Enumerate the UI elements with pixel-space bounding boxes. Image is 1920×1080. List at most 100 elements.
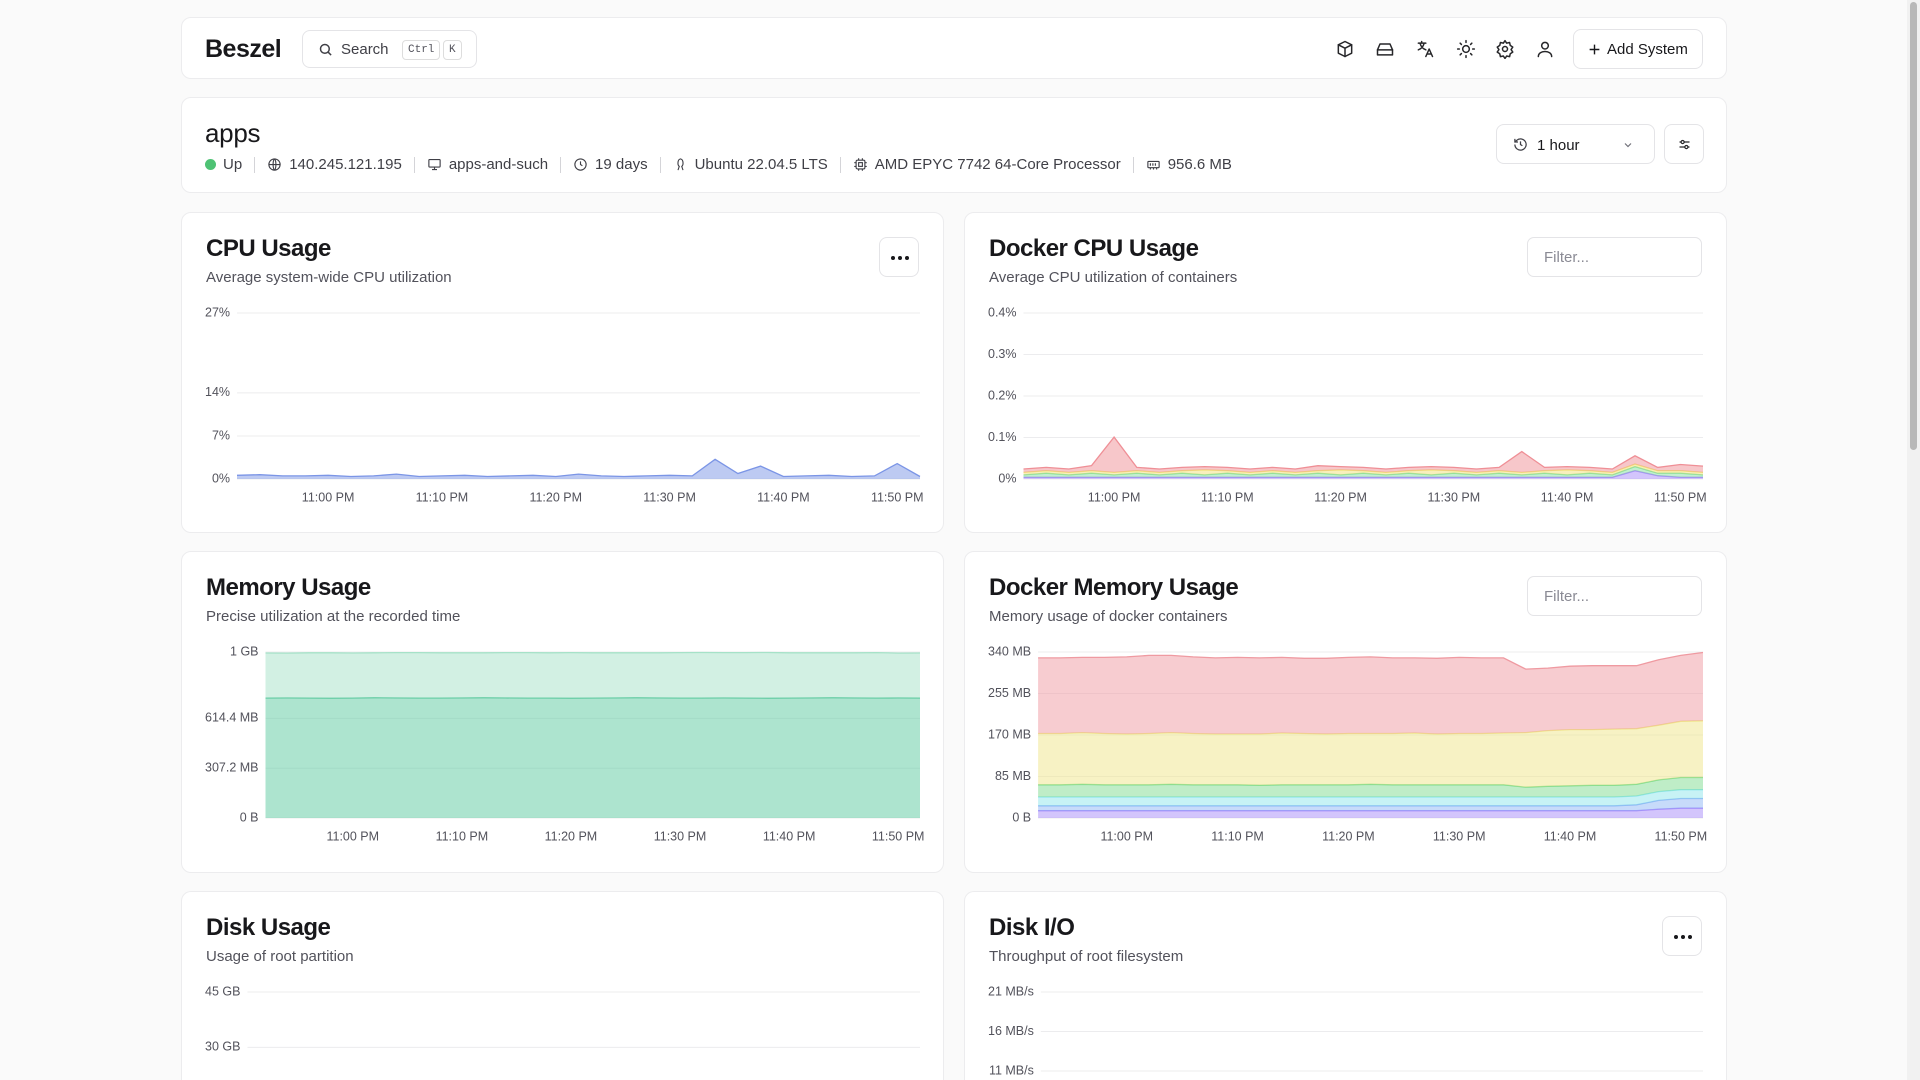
chart: 0 B 307.2 MB 614.4 MB 1 GB 11:00 PM 11:10 PM 1… <box>205 644 925 843</box>
status-text: Up <box>223 156 243 173</box>
x-tick-label: 11:00 PM <box>1088 490 1141 504</box>
chart-subtitle: Average system-wide CPU utilization <box>206 269 452 286</box>
chart: 0 B 85 MB 170 MB 255 MB 340 MB 11:00 PM 11:10 … <box>988 644 1707 843</box>
hostname: apps-and-such <box>427 156 548 173</box>
chart: 30 GB 45 GB <box>205 984 920 1054</box>
dots-icon <box>891 256 909 260</box>
area <box>1038 652 1703 734</box>
y-tick-label: 340 MB <box>988 644 1031 658</box>
containers-icon[interactable] <box>1335 39 1355 59</box>
x-tick-label: 11:10 PM <box>1211 829 1264 843</box>
x-tick-label: 11:20 PM <box>529 490 582 504</box>
time-range-label: 1 hour <box>1537 137 1580 154</box>
search-label: Search <box>341 41 389 58</box>
separator <box>254 156 256 173</box>
monitor-icon <box>428 158 441 171</box>
system-info: apps Up 140.245.121.195 apps-and-such 19… <box>181 97 1727 193</box>
memory: 956.6 MB <box>1146 156 1232 173</box>
search-box[interactable]: Search Ctrl K <box>302 30 477 68</box>
logo[interactable]: Beszel <box>205 35 282 63</box>
y-tick-label: 16 MB/s <box>988 1024 1034 1038</box>
chart-card: Memory Usage Precise utilization at the … <box>181 551 944 873</box>
chart-title: CPU Usage <box>206 235 331 262</box>
scrollbar[interactable] <box>1907 0 1920 1080</box>
disk-icon[interactable] <box>1375 39 1395 59</box>
chart-subtitle: Throughput of root filesystem <box>989 948 1184 965</box>
chart-title: Disk Usage <box>206 914 331 941</box>
settings-icon[interactable] <box>1495 39 1515 60</box>
x-tick-label: 11:30 PM <box>643 490 696 504</box>
filter-input[interactable]: Filter... <box>1527 237 1702 277</box>
y-tick-label: 307.2 MB <box>205 760 259 774</box>
y-tick-label: 0% <box>212 471 230 485</box>
chart-card: CPU Usage Average system-wide CPU utiliz… <box>181 212 944 533</box>
chart-title: Docker Memory Usage <box>989 574 1239 601</box>
chart-card: Disk Usage Usage of root partition 30 GB… <box>181 891 944 1080</box>
y-tick-label: 30 GB <box>205 1040 240 1054</box>
x-tick-label: 11:50 PM <box>871 490 924 504</box>
dots-icon <box>1674 935 1692 939</box>
x-tick-label: 11:10 PM <box>1201 490 1254 504</box>
x-tick-label: 11:50 PM <box>872 829 925 843</box>
x-tick-label: 11:10 PM <box>436 829 489 843</box>
area-line <box>265 651 921 654</box>
search-icon <box>319 43 332 56</box>
uptime: 19 days <box>573 156 648 173</box>
area <box>1038 798 1703 811</box>
y-tick-label: 0.4% <box>988 305 1017 319</box>
plus-icon <box>1589 44 1600 55</box>
system-name: apps <box>205 118 261 148</box>
area <box>265 652 920 699</box>
y-tick-label: 614.4 MB <box>205 711 259 725</box>
more-button[interactable] <box>879 237 919 277</box>
y-tick-label: 0.1% <box>988 430 1017 444</box>
area <box>265 697 920 818</box>
y-tick-label: 255 MB <box>988 686 1031 700</box>
ip: 140.245.121.195 <box>267 156 402 173</box>
x-tick-label: 11:40 PM <box>1541 490 1594 504</box>
chart-title: Memory Usage <box>206 574 371 601</box>
ip-text: 140.245.121.195 <box>289 156 402 173</box>
x-tick-label: 11:30 PM <box>1428 490 1481 504</box>
more-button[interactable] <box>1662 916 1702 956</box>
area <box>1038 777 1703 797</box>
time-range-select[interactable]: 1 hour <box>1496 124 1655 164</box>
y-tick-label: 7% <box>212 428 230 442</box>
area <box>1038 720 1703 788</box>
x-tick-label: 11:00 PM <box>302 490 355 504</box>
cpu-icon <box>854 158 867 171</box>
add-system-button[interactable]: Add System <box>1573 29 1703 69</box>
navbar: Beszel Search Ctrl K Add System <box>181 17 1727 79</box>
scrollbar-thumb[interactable] <box>1910 2 1917 450</box>
chevron-icon <box>1624 143 1632 148</box>
chart-card: Docker Memory Usage Memory usage of dock… <box>964 551 1727 873</box>
y-tick-label: 0.2% <box>988 388 1017 402</box>
shortcut-key: Ctrl <box>402 40 441 60</box>
chart-card: Docker CPU Usage Average CPU utilization… <box>964 212 1727 533</box>
theme-icon[interactable] <box>1456 39 1476 59</box>
y-tick-label: 170 MB <box>988 727 1031 741</box>
x-tick-label: 11:20 PM <box>545 829 598 843</box>
separator <box>659 156 661 173</box>
area-line <box>1023 436 1704 470</box>
y-tick-label: 85 MB <box>995 769 1031 783</box>
cpu: AMD EPYC 7742 64-Core Processor <box>853 156 1121 173</box>
system-details: Up 140.245.121.195 apps-and-such 19 days… <box>205 156 1232 173</box>
y-tick-label: 0% <box>998 471 1016 485</box>
y-tick-label: 14% <box>205 385 230 399</box>
y-tick-label: 27% <box>205 305 230 319</box>
status-dot <box>205 159 216 170</box>
area <box>1038 789 1703 806</box>
x-tick-label: 11:30 PM <box>654 829 707 843</box>
separator <box>1132 156 1134 173</box>
layout-settings-button[interactable] <box>1664 124 1704 164</box>
language-icon[interactable] <box>1415 39 1435 59</box>
chart-subtitle: Average CPU utilization of containers <box>989 269 1238 286</box>
add-system-label: Add System <box>1607 41 1688 58</box>
x-tick-label: 11:10 PM <box>416 490 469 504</box>
status: Up <box>205 156 242 173</box>
user-icon[interactable] <box>1535 39 1555 59</box>
filter-input[interactable]: Filter... <box>1527 576 1702 616</box>
uptime-text: 19 days <box>595 156 648 173</box>
